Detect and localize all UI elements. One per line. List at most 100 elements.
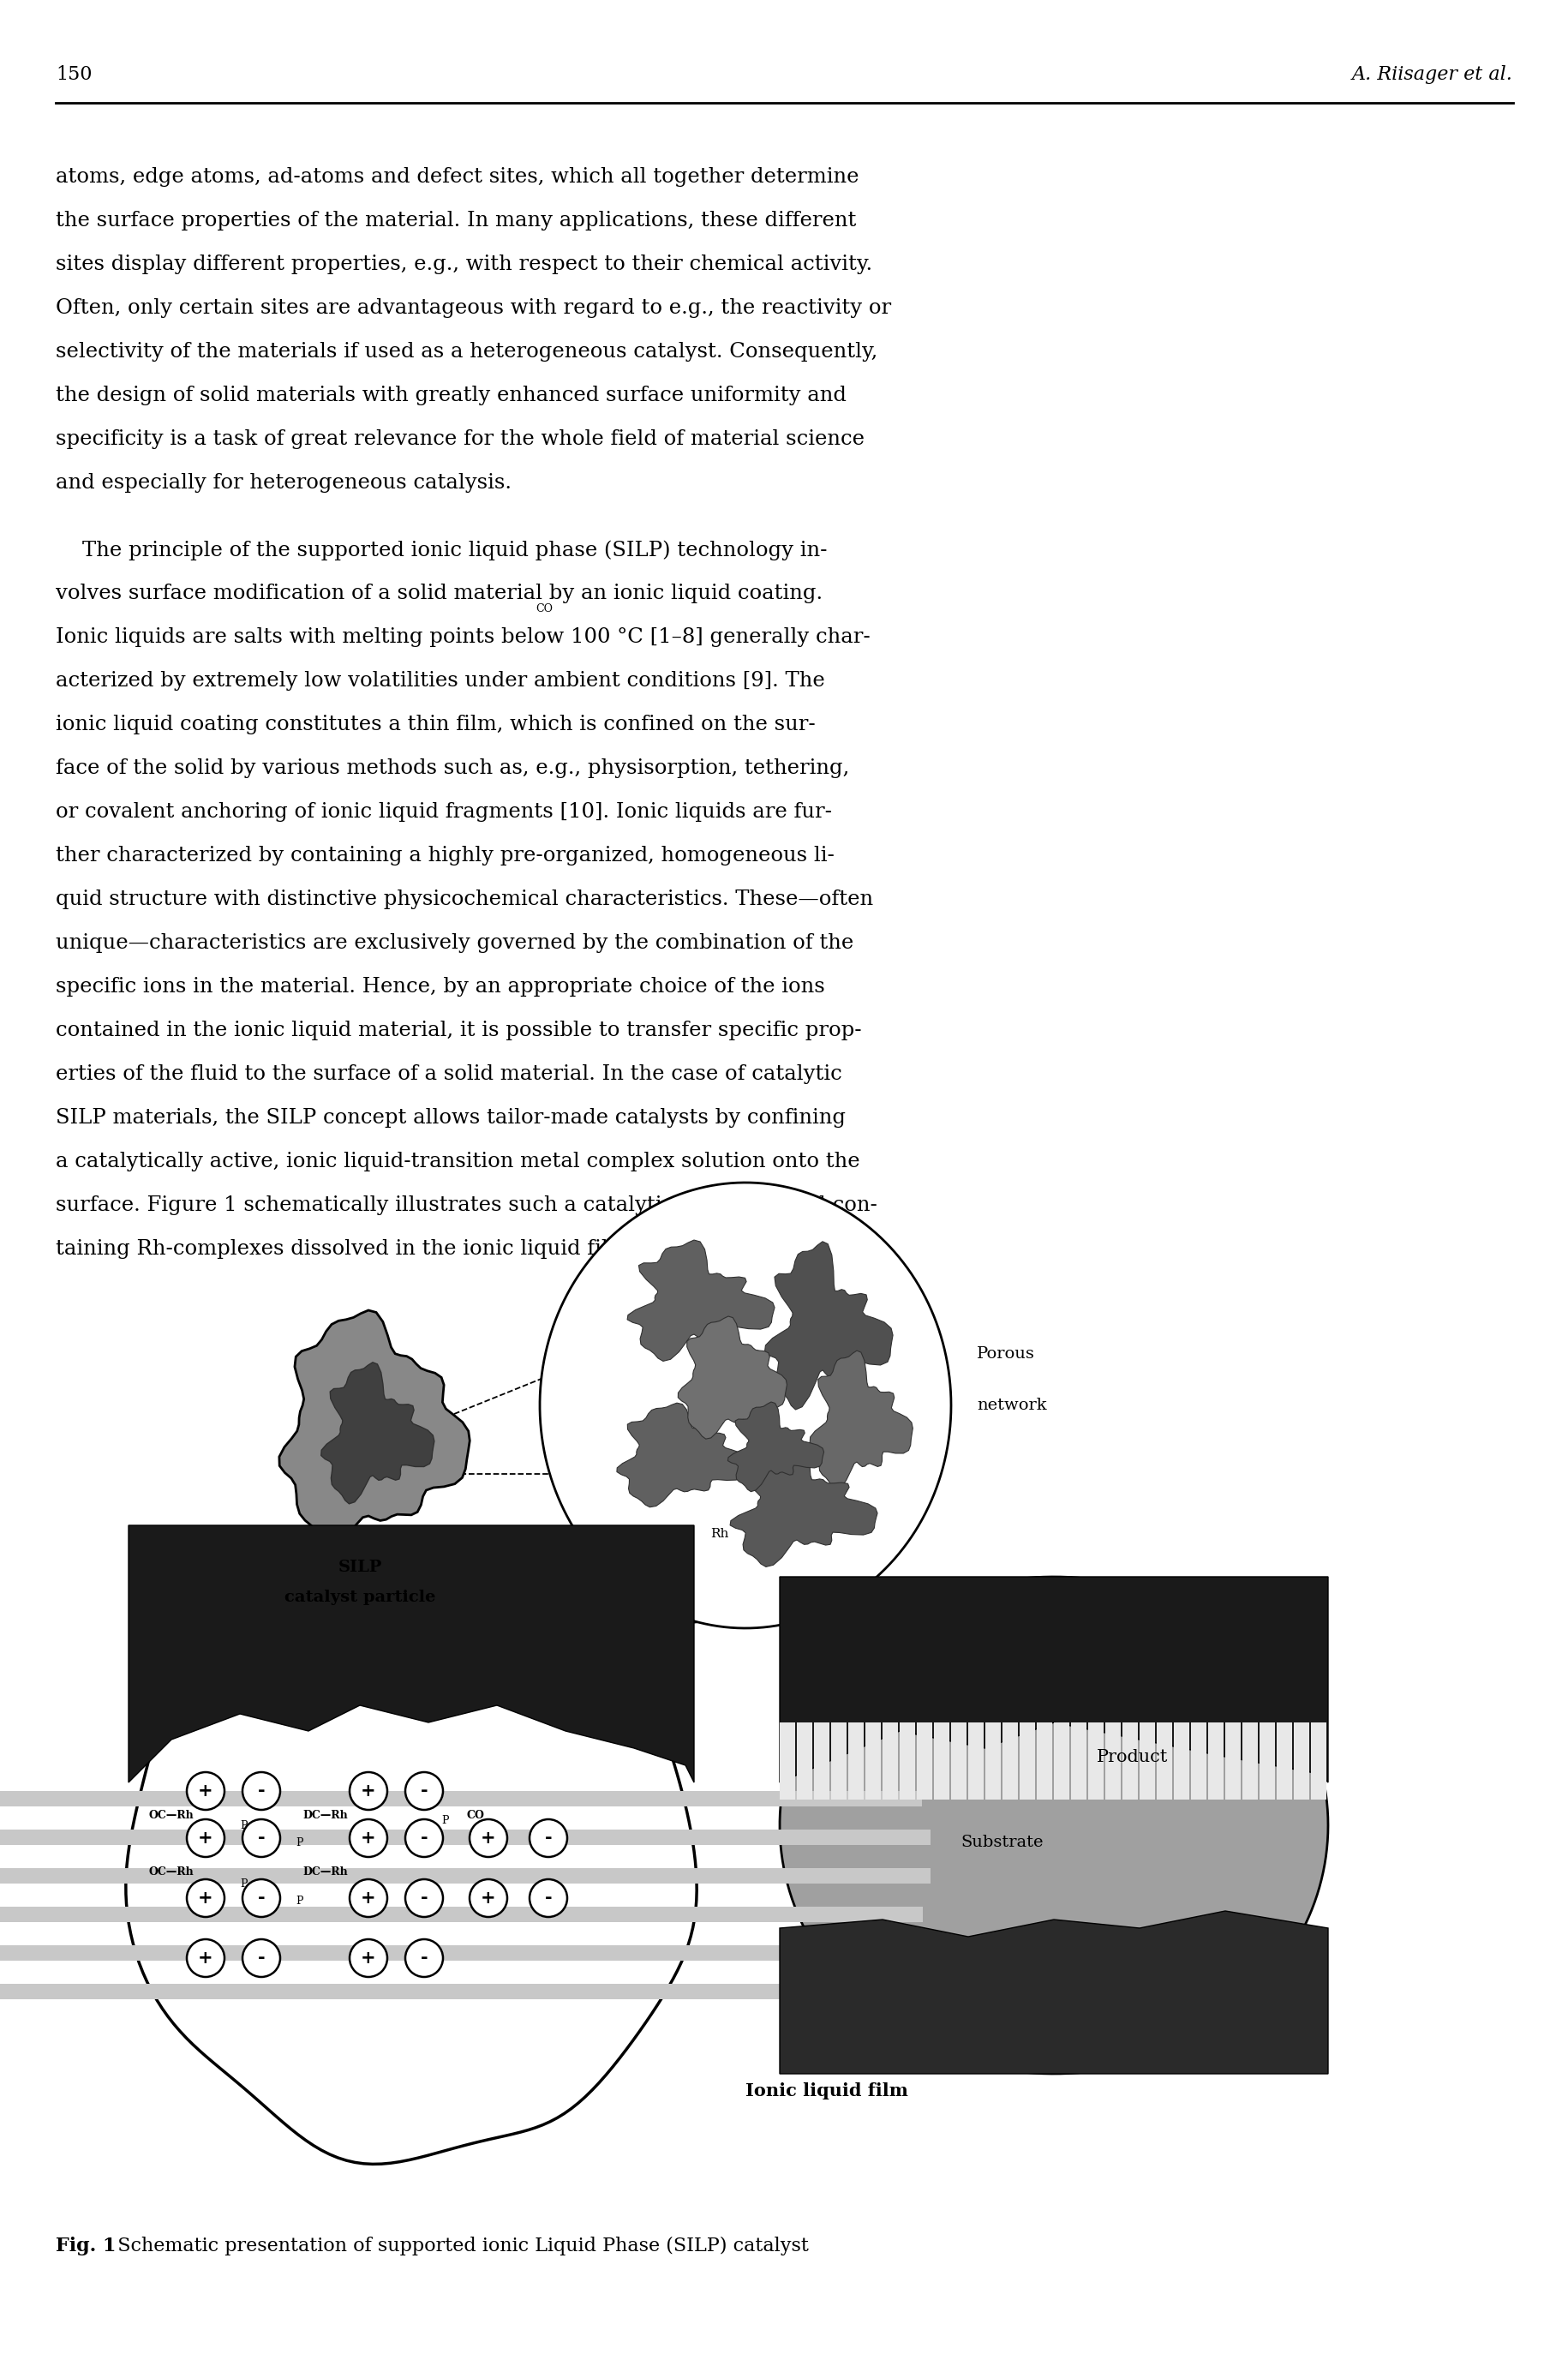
Polygon shape <box>279 1310 469 1543</box>
Text: -: - <box>544 1891 552 1907</box>
Polygon shape <box>729 1446 877 1567</box>
Bar <box>866 1722 880 1800</box>
Text: OC—Rh: OC—Rh <box>149 1867 194 1879</box>
Circle shape <box>350 1819 387 1857</box>
Text: Fig. 1: Fig. 1 <box>55 2238 116 2254</box>
Text: Often, only certain sites are advantageous with regard to e.g., the reactivity o: Often, only certain sites are advantageo… <box>55 297 891 319</box>
Polygon shape <box>779 1577 1328 2074</box>
Text: -: - <box>257 1829 265 1848</box>
Text: taining Rh-complexes dissolved in the ionic liquid film.: taining Rh-complexes dissolved in the io… <box>55 1239 633 1258</box>
Bar <box>0 1869 930 1883</box>
Bar <box>1036 1722 1052 1800</box>
Bar <box>848 1722 864 1800</box>
Circle shape <box>187 1819 224 1857</box>
Bar <box>985 1722 1000 1800</box>
Text: unique—characteristics are exclusively governed by the combination of the: unique—characteristics are exclusively g… <box>55 932 853 954</box>
Bar <box>950 1722 966 1800</box>
Text: Porous: Porous <box>977 1346 1035 1363</box>
Text: P: P <box>296 1895 303 1907</box>
Circle shape <box>187 1938 224 1976</box>
Bar <box>1225 1722 1240 1800</box>
Text: The principle of the supported ionic liquid phase (SILP) technology in-: The principle of the supported ionic liq… <box>55 540 826 561</box>
Bar <box>933 1722 949 1800</box>
Text: specificity is a task of great relevance for the whole field of material science: specificity is a task of great relevance… <box>55 430 864 449</box>
Circle shape <box>350 1938 387 1976</box>
Text: H: H <box>260 1760 271 1772</box>
Bar <box>0 1829 930 1845</box>
Bar <box>883 1722 897 1800</box>
Circle shape <box>243 1879 281 1917</box>
Bar <box>1311 1722 1325 1800</box>
Text: P: P <box>240 1819 248 1831</box>
Text: ther characterized by containing a highly pre-organized, homogeneous li-: ther characterized by containing a highl… <box>55 847 834 866</box>
Bar <box>1190 1722 1206 1800</box>
Bar <box>1173 1722 1189 1800</box>
Circle shape <box>243 1938 281 1976</box>
Text: OC—Rh: OC—Rh <box>149 1810 194 1822</box>
Text: volves surface modification of a solid material by an ionic liquid coating.: volves surface modification of a solid m… <box>55 583 822 604</box>
Text: +: + <box>361 1950 376 1967</box>
Text: +: + <box>361 1891 376 1907</box>
Text: Schematic presentation of supported ionic Liquid Phase (SILP) catalyst: Schematic presentation of supported ioni… <box>105 2238 808 2257</box>
Bar <box>1088 1722 1102 1800</box>
Bar <box>1242 1722 1258 1800</box>
Bar <box>1071 1722 1087 1800</box>
Polygon shape <box>779 1912 1328 2074</box>
Bar <box>0 1791 920 1807</box>
Text: surface. Figure 1 schematically illustrates such a catalytic SILP material con-: surface. Figure 1 schematically illustra… <box>55 1196 877 1215</box>
Bar <box>0 1983 880 2000</box>
Text: -: - <box>420 1950 428 1967</box>
Polygon shape <box>677 1317 787 1439</box>
Bar <box>814 1722 829 1800</box>
Text: and especially for heterogeneous catalysis.: and especially for heterogeneous catalys… <box>55 473 511 492</box>
Polygon shape <box>539 1182 950 1629</box>
Text: +: + <box>198 1950 213 1967</box>
Text: -: - <box>544 1829 552 1848</box>
Text: P: P <box>296 1836 303 1848</box>
Bar <box>0 1945 906 1962</box>
Circle shape <box>469 1819 506 1857</box>
Bar <box>1054 1722 1069 1800</box>
Bar <box>967 1722 983 1800</box>
Text: SILP materials, the SILP concept allows tailor-made catalysts by confining: SILP materials, the SILP concept allows … <box>55 1108 845 1127</box>
Circle shape <box>187 1879 224 1917</box>
Polygon shape <box>129 1524 693 1784</box>
Text: Rh: Rh <box>710 1529 729 1541</box>
Text: selectivity of the materials if used as a heterogeneous catalyst. Consequently,: selectivity of the materials if used as … <box>55 342 877 361</box>
Text: atoms, edge atoms, ad-atoms and defect sites, which all together determine: atoms, edge atoms, ad-atoms and defect s… <box>55 166 859 188</box>
Text: a catalytically active, ionic liquid-transition metal complex solution onto the: a catalytically active, ionic liquid-tra… <box>55 1151 859 1172</box>
Polygon shape <box>728 1403 823 1491</box>
Bar <box>1276 1722 1292 1800</box>
Text: acterized by extremely low volatilities under ambient conditions [9]. The: acterized by extremely low volatilities … <box>55 671 825 690</box>
Text: -: - <box>420 1829 428 1848</box>
Text: P: P <box>240 1879 248 1888</box>
Text: +: + <box>480 1891 495 1907</box>
Text: DC—Rh: DC—Rh <box>303 1810 348 1822</box>
Text: Substrate: Substrate <box>961 1836 1043 1850</box>
Text: H: H <box>431 1760 442 1772</box>
Text: the surface properties of the material. In many applications, these different: the surface properties of the material. … <box>55 212 856 231</box>
Text: +: + <box>198 1829 213 1848</box>
Text: +: + <box>361 1829 376 1848</box>
Text: -: - <box>257 1784 265 1800</box>
Text: +: + <box>361 1784 376 1800</box>
Bar <box>1121 1722 1137 1800</box>
Text: ionic liquid coating constitutes a thin film, which is confined on the sur-: ionic liquid coating constitutes a thin … <box>55 716 815 735</box>
Text: +: + <box>198 1784 213 1800</box>
Text: -: - <box>257 1950 265 1967</box>
Text: specific ions in the material. Hence, by an appropriate choice of the ions: specific ions in the material. Hence, by… <box>55 977 825 996</box>
Bar <box>1019 1722 1035 1800</box>
Text: Ionic liquid film: Ionic liquid film <box>745 2083 908 2100</box>
Text: Ionic liquids are salts with melting points below 100 °C [1–8] generally char-: Ionic liquids are salts with melting poi… <box>55 628 870 647</box>
Polygon shape <box>125 1539 696 2164</box>
Circle shape <box>243 1819 281 1857</box>
Text: +: + <box>480 1829 495 1848</box>
Text: -: - <box>420 1784 428 1800</box>
Bar <box>831 1722 847 1800</box>
Text: CO: CO <box>466 1810 485 1822</box>
Text: 150: 150 <box>55 64 93 83</box>
Bar <box>916 1722 931 1800</box>
Polygon shape <box>627 1239 775 1360</box>
Bar <box>1138 1722 1154 1800</box>
Circle shape <box>243 1772 281 1810</box>
